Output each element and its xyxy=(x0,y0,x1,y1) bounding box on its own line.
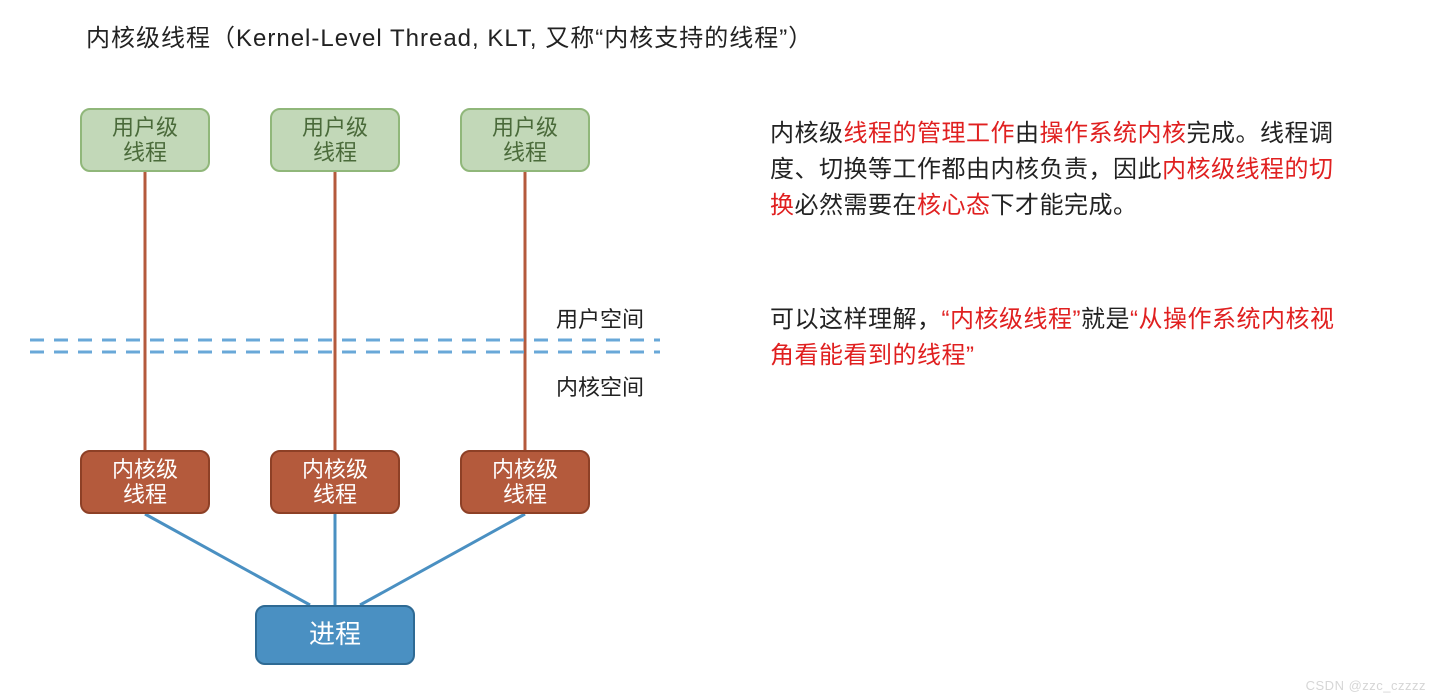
node-label-line1: 用户级 xyxy=(492,115,558,140)
text-segment: 核心态 xyxy=(917,192,991,219)
user-thread-2: 用户级 线程 xyxy=(270,108,400,172)
text-segment: 必然需要在 xyxy=(795,192,918,219)
watermark: CSDN @zzc_czzzz xyxy=(1306,678,1426,693)
node-label-line2: 线程 xyxy=(123,482,167,507)
text-segment: 由 xyxy=(1015,120,1040,147)
space-divider xyxy=(30,340,660,352)
user-space-label: 用户空间 xyxy=(556,302,644,334)
kernel-thread-1: 内核级 线程 xyxy=(80,450,210,514)
node-label-line2: 线程 xyxy=(313,482,357,507)
diagram-svg xyxy=(0,0,720,699)
text-segment: 可以这样理解， xyxy=(770,306,942,333)
node-label-line1: 用户级 xyxy=(302,115,368,140)
node-label-line2: 线程 xyxy=(503,140,547,165)
process-links xyxy=(145,514,525,605)
node-label-line2: 线程 xyxy=(503,482,547,507)
node-label-line2: 线程 xyxy=(123,140,167,165)
kernel-thread-2: 内核级 线程 xyxy=(270,450,400,514)
text-segment: 线程的管理工作 xyxy=(844,120,1016,147)
explanation-paragraph-1: 内核级线程的管理工作由操作系统内核完成。线程调度、切换等工作都由内核负责，因此内… xyxy=(770,116,1350,224)
node-label-line1: 内核级 xyxy=(112,457,178,482)
text-segment: 就是 xyxy=(1081,306,1130,333)
klt-diagram: 用户级 线程 用户级 线程 用户级 线程 内核级 线程 内核级 线程 内核级 线… xyxy=(0,0,720,699)
node-label-line1: 内核级 xyxy=(302,457,368,482)
user-kernel-links xyxy=(145,172,525,450)
text-segment: 操作系统内核 xyxy=(1040,120,1187,147)
process-label: 进程 xyxy=(309,620,361,650)
node-label-line2: 线程 xyxy=(313,140,357,165)
node-label-line1: 用户级 xyxy=(112,115,178,140)
text-segment: 内核级 xyxy=(770,120,844,147)
text-segment: 下才能完成。 xyxy=(991,192,1138,219)
kernel-space-label: 内核空间 xyxy=(556,370,644,402)
process-node: 进程 xyxy=(255,605,415,665)
user-thread-3: 用户级 线程 xyxy=(460,108,590,172)
node-label-line1: 内核级 xyxy=(492,457,558,482)
user-thread-1: 用户级 线程 xyxy=(80,108,210,172)
explanation-paragraph-2: 可以这样理解，“内核级线程”就是“从操作系统内核视角看能看到的线程” xyxy=(770,302,1350,374)
text-segment: “内核级线程” xyxy=(942,306,1081,333)
kernel-thread-3: 内核级 线程 xyxy=(460,450,590,514)
